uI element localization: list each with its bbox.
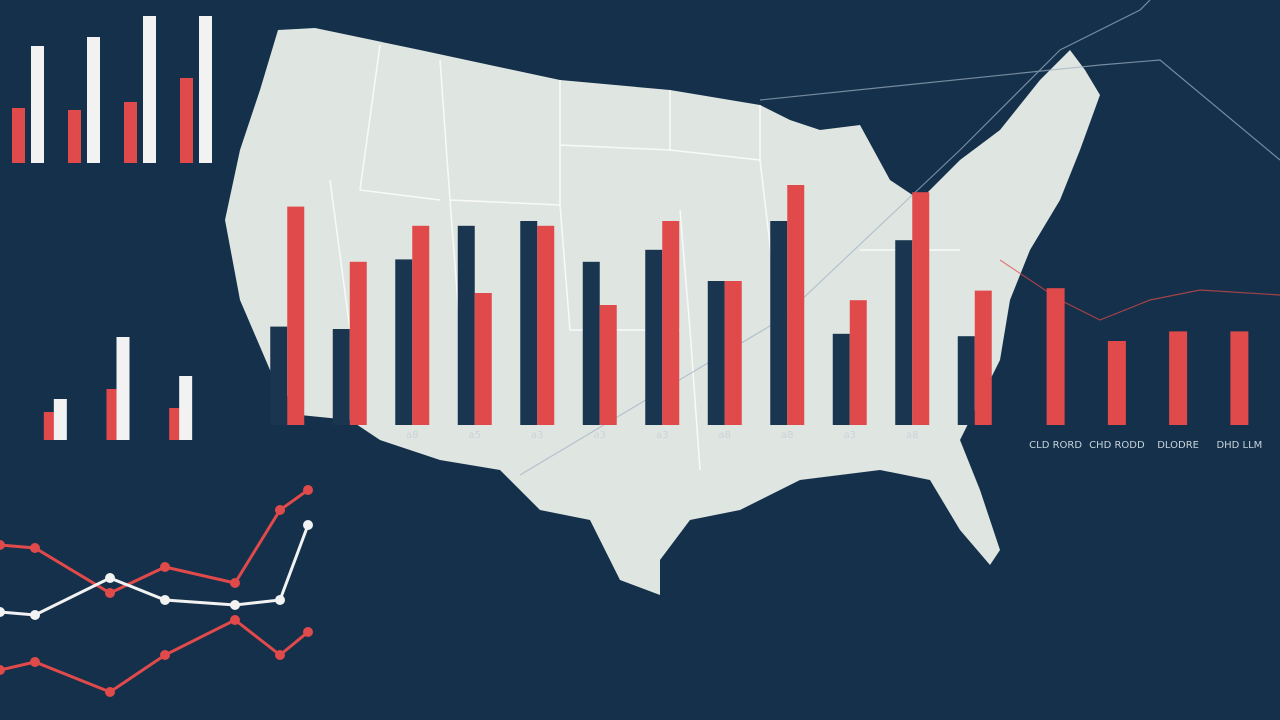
x-tick-label: CHD RODD [1089, 440, 1145, 451]
bar [849, 300, 867, 425]
bar [12, 108, 25, 163]
bar [179, 376, 193, 440]
x-tick-label: a3 [531, 430, 544, 441]
point [230, 615, 240, 625]
bar [199, 16, 212, 163]
bar [537, 225, 555, 425]
x-tick-label: DLODRE [1157, 440, 1199, 451]
point [105, 687, 115, 697]
bar [87, 37, 100, 163]
bar [1107, 341, 1126, 425]
bar [599, 305, 617, 425]
bar [143, 16, 156, 163]
x-tick-label: a5 [469, 430, 482, 441]
bar [787, 185, 805, 425]
bar [957, 336, 975, 425]
bar [287, 206, 305, 425]
bar [270, 326, 288, 425]
bar [662, 221, 680, 425]
bar [645, 249, 663, 425]
bar [412, 225, 430, 425]
point [275, 505, 285, 515]
point [0, 540, 5, 550]
bar [724, 281, 742, 425]
point [105, 588, 115, 598]
point [30, 610, 40, 620]
bar [895, 240, 913, 425]
bar [53, 399, 67, 440]
point [230, 578, 240, 588]
point [275, 595, 285, 605]
bar [180, 78, 193, 163]
x-tick-label: a3 [844, 430, 857, 441]
bar [68, 110, 81, 163]
x-tick-label: a8 [906, 430, 919, 441]
bar [707, 281, 725, 425]
x-tick-label: a8 [719, 430, 732, 441]
bar [974, 290, 992, 425]
bar [31, 46, 44, 163]
point [160, 562, 170, 572]
bar [520, 221, 538, 425]
point [160, 595, 170, 605]
bar [1046, 288, 1065, 425]
point [230, 600, 240, 610]
bar [457, 225, 475, 425]
bar [474, 293, 492, 425]
point [160, 650, 170, 660]
point [275, 650, 285, 660]
point [30, 543, 40, 553]
point [30, 657, 40, 667]
point [303, 627, 313, 637]
bar [770, 221, 788, 425]
bar [106, 389, 120, 440]
bar [582, 261, 600, 425]
bar [124, 102, 137, 163]
bar [832, 333, 850, 425]
bar [1230, 331, 1249, 425]
x-tick-label: CLD RORD [1029, 440, 1082, 451]
bar [116, 337, 130, 440]
bar [349, 261, 367, 425]
point [303, 520, 313, 530]
bar [1169, 331, 1188, 425]
bar [912, 192, 930, 425]
x-tick-label: a3 [594, 430, 607, 441]
bar [169, 408, 183, 440]
point [0, 665, 5, 675]
x-tick-label: DHD LLM [1216, 440, 1262, 451]
x-tick-label: a3 [656, 430, 669, 441]
bar [395, 259, 413, 425]
bar [43, 412, 57, 440]
point [303, 485, 313, 495]
point [0, 607, 5, 617]
point [105, 573, 115, 583]
x-tick-label: a8 [406, 430, 419, 441]
bar [332, 329, 350, 425]
x-tick-label: a8 [781, 430, 794, 441]
